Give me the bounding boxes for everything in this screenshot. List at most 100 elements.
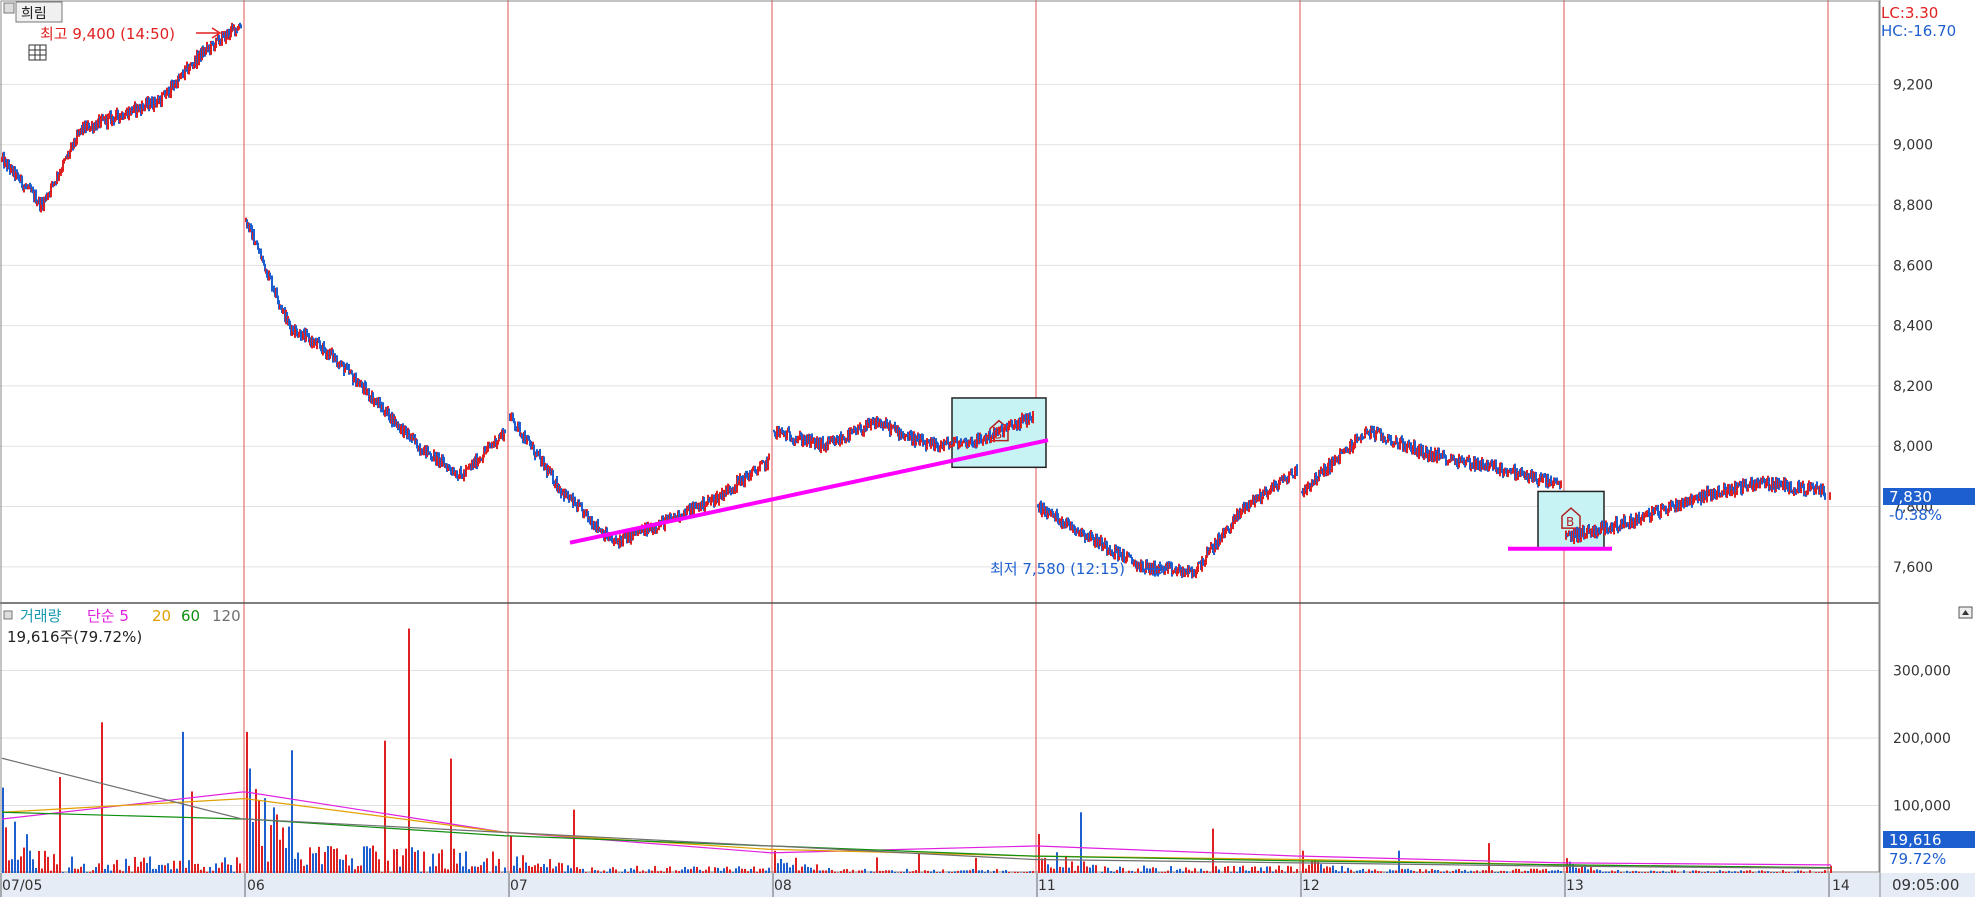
volume-bar (651, 870, 653, 873)
volume-bar (1776, 872, 1778, 873)
panel-toggle-icon[interactable] (3, 2, 15, 14)
volume-bar (1362, 868, 1364, 873)
volume-bar (966, 870, 968, 873)
volume-bar (1392, 870, 1394, 873)
volume-bar (1023, 872, 1025, 873)
volume-bar (206, 871, 208, 873)
date-tick-label: 06 (247, 878, 265, 894)
volume-bar (819, 870, 821, 873)
volume-bar (1494, 872, 1496, 873)
volume-bars (2, 628, 1832, 873)
volume-bar (756, 871, 758, 873)
volume-bar (1335, 869, 1337, 873)
volume-bar (978, 870, 980, 873)
grid-icon[interactable] (28, 44, 47, 61)
volume-bar (1752, 872, 1754, 873)
volume-bar (324, 851, 326, 873)
volume-bar (1602, 871, 1604, 873)
volume-bar (14, 821, 16, 873)
volume-bar (1128, 870, 1130, 873)
volume-bar (357, 866, 359, 873)
volume-bar (131, 872, 133, 873)
volume-bar (1626, 870, 1628, 873)
volume-bar (101, 722, 103, 873)
volume-bar (1287, 865, 1289, 873)
volume-bar (1500, 870, 1502, 873)
volume-bar (282, 827, 284, 873)
volume-bar (1413, 870, 1415, 873)
volume-bar (1425, 869, 1427, 873)
date-tick-label: 11 (1038, 878, 1056, 894)
volume-bar (1515, 868, 1517, 873)
volume-bar (1233, 866, 1235, 873)
volume-bar (1032, 871, 1034, 873)
volume-bar (681, 869, 683, 873)
price-tick-label: 8,800 (1893, 198, 1933, 214)
volume-bar (1497, 872, 1499, 873)
volume-bar (1671, 870, 1673, 873)
volume-bar (209, 866, 211, 873)
volume-bar (1575, 867, 1577, 873)
volume-bar (933, 869, 935, 873)
volume-bar (597, 870, 599, 873)
volume-summary: 19,616주(79.72%) (7, 628, 142, 646)
volume-bar (1254, 866, 1256, 873)
volume-bar (1830, 865, 1832, 873)
volume-bar (690, 868, 692, 873)
volume-bar (948, 871, 950, 873)
volume-bar (705, 869, 707, 873)
volume-bar (291, 750, 293, 873)
volume-bar (447, 869, 449, 873)
panel-collapse-icon[interactable] (1958, 606, 1973, 619)
volume-bar (203, 866, 205, 873)
volume-bar (348, 865, 350, 873)
volume-bar (786, 862, 788, 873)
volume-bar (552, 868, 554, 873)
volume-bar (191, 791, 193, 873)
trend-lines[interactable] (569, 438, 1612, 551)
volume-bar (915, 870, 917, 873)
volume-bar (1416, 872, 1418, 873)
volume-bar (879, 870, 881, 873)
volume-bar (585, 872, 587, 873)
stock-name: 희림 (21, 6, 47, 22)
volume-bar (570, 868, 572, 873)
volume-bar (1599, 870, 1601, 873)
volume-bar (1653, 870, 1655, 873)
volume-bar (1518, 868, 1520, 873)
volume-bar (1377, 871, 1379, 873)
volume-bar (1743, 871, 1745, 873)
date-tick-label: 07/05 (2, 878, 42, 894)
volume-bar (2, 787, 4, 873)
volume-bar (47, 856, 49, 873)
panel-toggle-icon[interactable] (3, 610, 13, 620)
volume-bar (92, 870, 94, 873)
volume-bar (1212, 828, 1214, 873)
volume-bar (573, 809, 575, 873)
volume-bar (1596, 869, 1598, 873)
volume-bar (555, 866, 557, 873)
volume-bar (930, 871, 932, 873)
volume-bar (372, 845, 374, 873)
volume-legend[interactable]: 거래량 단순 5 20 60 120 19,616주(79.72%) (3, 607, 241, 646)
volume-bar (1008, 871, 1010, 873)
volume-bar (1407, 868, 1409, 873)
volume-bar (567, 865, 569, 873)
volume-bar (864, 868, 866, 873)
volume-bar (861, 870, 863, 873)
volume-bar (435, 866, 437, 873)
volume-bar (732, 872, 734, 873)
volume-bar (807, 867, 809, 873)
volume-bar (1248, 870, 1250, 873)
date-axis-ticks: 07/05 06 07 08 11 12 13 14 (0, 873, 1850, 897)
time-readout: 09:05:00 (1892, 876, 1959, 894)
volume-bar (1488, 843, 1490, 873)
stock-name-tab[interactable]: 희림 (3, 1, 63, 23)
volume-bar (1824, 870, 1826, 873)
volume-bar (735, 868, 737, 873)
volume-bar (558, 862, 560, 873)
volume-bar (1281, 870, 1283, 873)
volume-bar (642, 870, 644, 873)
volume-bar (1344, 871, 1346, 873)
